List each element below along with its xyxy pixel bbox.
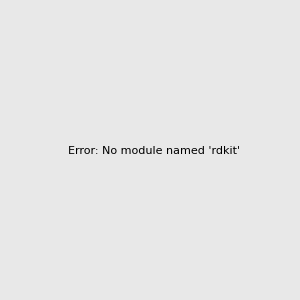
Text: Error: No module named 'rdkit': Error: No module named 'rdkit' [68, 146, 240, 157]
